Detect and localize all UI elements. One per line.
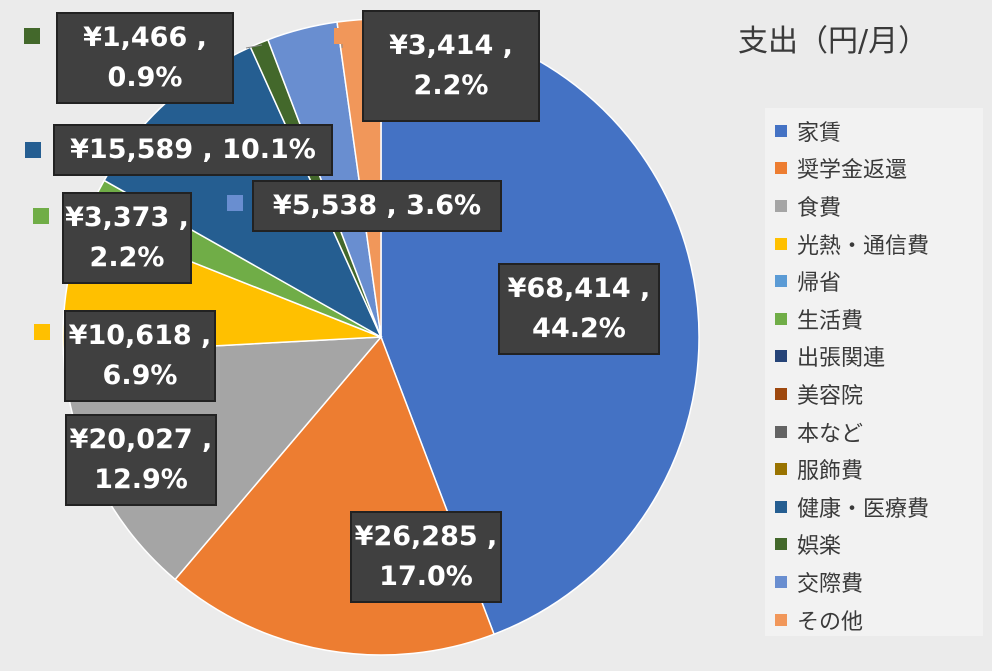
legend-label: その他 [797,609,864,635]
legend-item-10: 健康・医療費 [775,488,983,526]
legend-item-1: 奨学金返還 [775,150,983,188]
legend-swatch [775,575,787,588]
legend-label: 美容院 [797,383,864,409]
legend-swatch [775,350,787,363]
legend-item-5: 生活費 [775,300,983,338]
chart-legend: 家賃奨学金返還食費光熱・通信費 帰省生活費出張関連美容院本など服飾費健康・医療費娯… [765,108,983,636]
legend-item-8: 本など [775,413,983,451]
data-label-5: ¥3,373 , 2.2% [62,192,192,284]
data-label-key-3 [34,324,50,340]
data-label-0: ¥68,414 , 44.2% [498,263,660,355]
legend-item-13: その他 [775,601,983,639]
legend-swatch [775,124,787,137]
data-label-key-11 [24,28,40,44]
legend-label: 本など [797,421,864,447]
legend-label: 出張関連 [797,346,886,372]
legend-swatch [775,463,787,476]
legend-item-9: 服飾費 [775,450,983,488]
legend-item-3: 光熱・通信費 [775,225,983,263]
data-label-1: ¥26,285 , 17.0% [350,511,502,603]
legend-label: 服飾費 [797,459,864,485]
legend-swatch [775,162,787,175]
data-label-key-5 [33,208,49,224]
legend-label: 健康・医療費 [797,496,930,522]
legend-item-11: 娯楽 [775,526,983,564]
legend-swatch [775,425,787,438]
data-label-key-13 [334,28,350,44]
data-label-13: ¥3,414 , 2.2% [362,10,540,122]
leader-line-0 [245,44,263,49]
legend-label: 帰省 [797,271,842,297]
legend-item-12: 交際費 [775,563,983,601]
legend-item-0: 家賃 [775,112,983,150]
legend-label: 奨学金返還 [797,158,908,184]
legend-item-4: 帰省 [775,262,983,300]
legend-swatch [775,275,787,288]
legend-swatch [775,538,787,551]
data-label-key-12 [227,195,243,211]
legend-label: 食費 [797,195,842,221]
legend-item-6: 出張関連 [775,338,983,376]
data-label-10: ¥15,589 , 10.1% [53,124,333,176]
data-label-11: ¥1,466 , 0.9% [56,12,234,104]
legend-swatch [775,237,787,250]
legend-label: 家賃 [797,120,842,146]
chart-title: 支出（円/月） [738,24,929,59]
legend-swatch [775,613,787,626]
data-label-key-10 [25,142,41,158]
data-label-3: ¥10,618 , 6.9% [64,310,216,402]
data-label-2: ¥20,027 , 12.9% [65,414,217,506]
legend-swatch [775,500,787,513]
legend-swatch [775,312,787,325]
legend-swatch [775,199,787,212]
legend-label: 娯楽 [797,534,842,560]
legend-swatch [775,387,787,400]
legend-label: 光熱・通信費 [797,233,930,259]
legend-item-2: 食費 [775,187,983,225]
data-label-12: ¥5,538 , 3.6% [252,180,502,232]
legend-label: 交際費 [797,571,864,597]
legend-item-7: 美容院 [775,375,983,413]
legend-label: 生活費 [797,308,864,334]
